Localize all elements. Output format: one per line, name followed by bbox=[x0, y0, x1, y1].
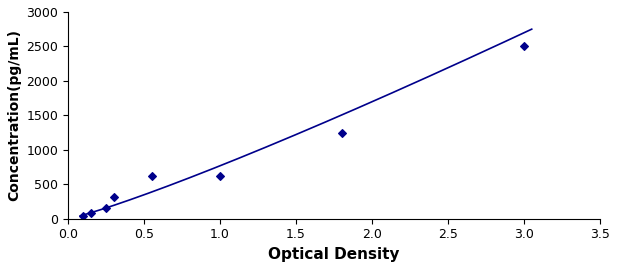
Y-axis label: Concentration(pg/mL): Concentration(pg/mL) bbox=[7, 29, 21, 201]
X-axis label: Optical Density: Optical Density bbox=[268, 247, 400, 262]
